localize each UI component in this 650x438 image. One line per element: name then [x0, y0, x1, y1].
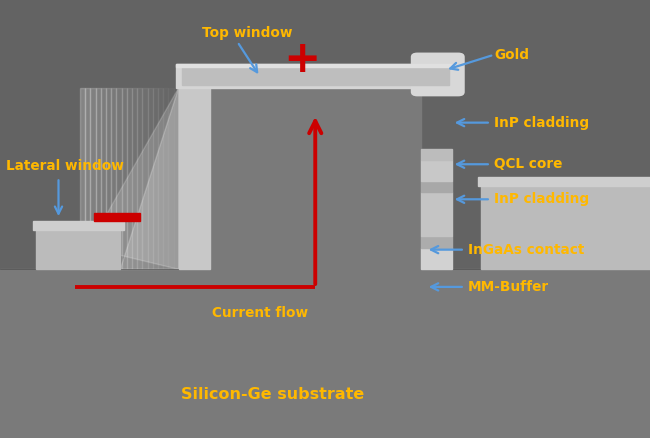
Text: InP cladding: InP cladding [494, 116, 589, 130]
Text: +: + [283, 38, 321, 81]
Bar [0, 0, 650, 269]
Bar [421, 192, 452, 236]
Bar [137, 88, 142, 269]
Bar [163, 88, 168, 269]
Polygon shape [120, 88, 179, 269]
Text: Top window: Top window [202, 26, 292, 40]
Text: Lateral window: Lateral window [6, 159, 124, 173]
Bar [421, 248, 452, 269]
Bar [122, 88, 127, 269]
Text: MM-Buffer: MM-Buffer [468, 280, 549, 294]
Bar [106, 88, 111, 269]
Bar [96, 88, 101, 269]
Text: QCL core: QCL core [494, 157, 562, 171]
Bar [32, 221, 124, 230]
Bar [116, 88, 122, 269]
Bar [478, 177, 650, 186]
Bar [94, 213, 140, 221]
Bar [421, 160, 452, 181]
FancyBboxPatch shape [411, 53, 465, 96]
Bar [168, 88, 174, 269]
Bar [421, 181, 452, 192]
Bar [174, 88, 179, 269]
Bar [142, 88, 148, 269]
Bar [0, 269, 650, 438]
Bar [421, 149, 452, 160]
Bar [153, 88, 158, 269]
Bar [80, 88, 85, 269]
Bar [158, 88, 163, 269]
Text: Current flow: Current flow [212, 306, 308, 320]
Text: InGaAs contact: InGaAs contact [468, 243, 584, 257]
Bar [36, 230, 120, 269]
Text: InP cladding: InP cladding [494, 192, 589, 206]
Bar [85, 88, 90, 269]
Bar [132, 88, 137, 269]
Bar [481, 186, 650, 269]
Bar [148, 88, 153, 269]
Text: Silicon-Ge substrate: Silicon-Ge substrate [181, 387, 365, 402]
Polygon shape [88, 88, 179, 269]
Bar [111, 88, 116, 269]
Bar [182, 65, 448, 85]
Text: Gold: Gold [494, 48, 529, 62]
Bar [421, 236, 452, 248]
Bar [176, 64, 455, 67]
Bar [127, 88, 132, 269]
Bar [101, 88, 106, 269]
Bar [210, 88, 421, 269]
Bar [176, 64, 455, 88]
Bar [90, 88, 96, 269]
Bar [179, 88, 184, 269]
Bar [179, 88, 210, 269]
